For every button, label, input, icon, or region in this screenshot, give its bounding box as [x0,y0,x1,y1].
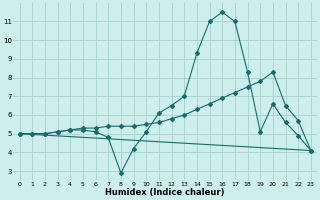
X-axis label: Humidex (Indice chaleur): Humidex (Indice chaleur) [106,188,225,197]
